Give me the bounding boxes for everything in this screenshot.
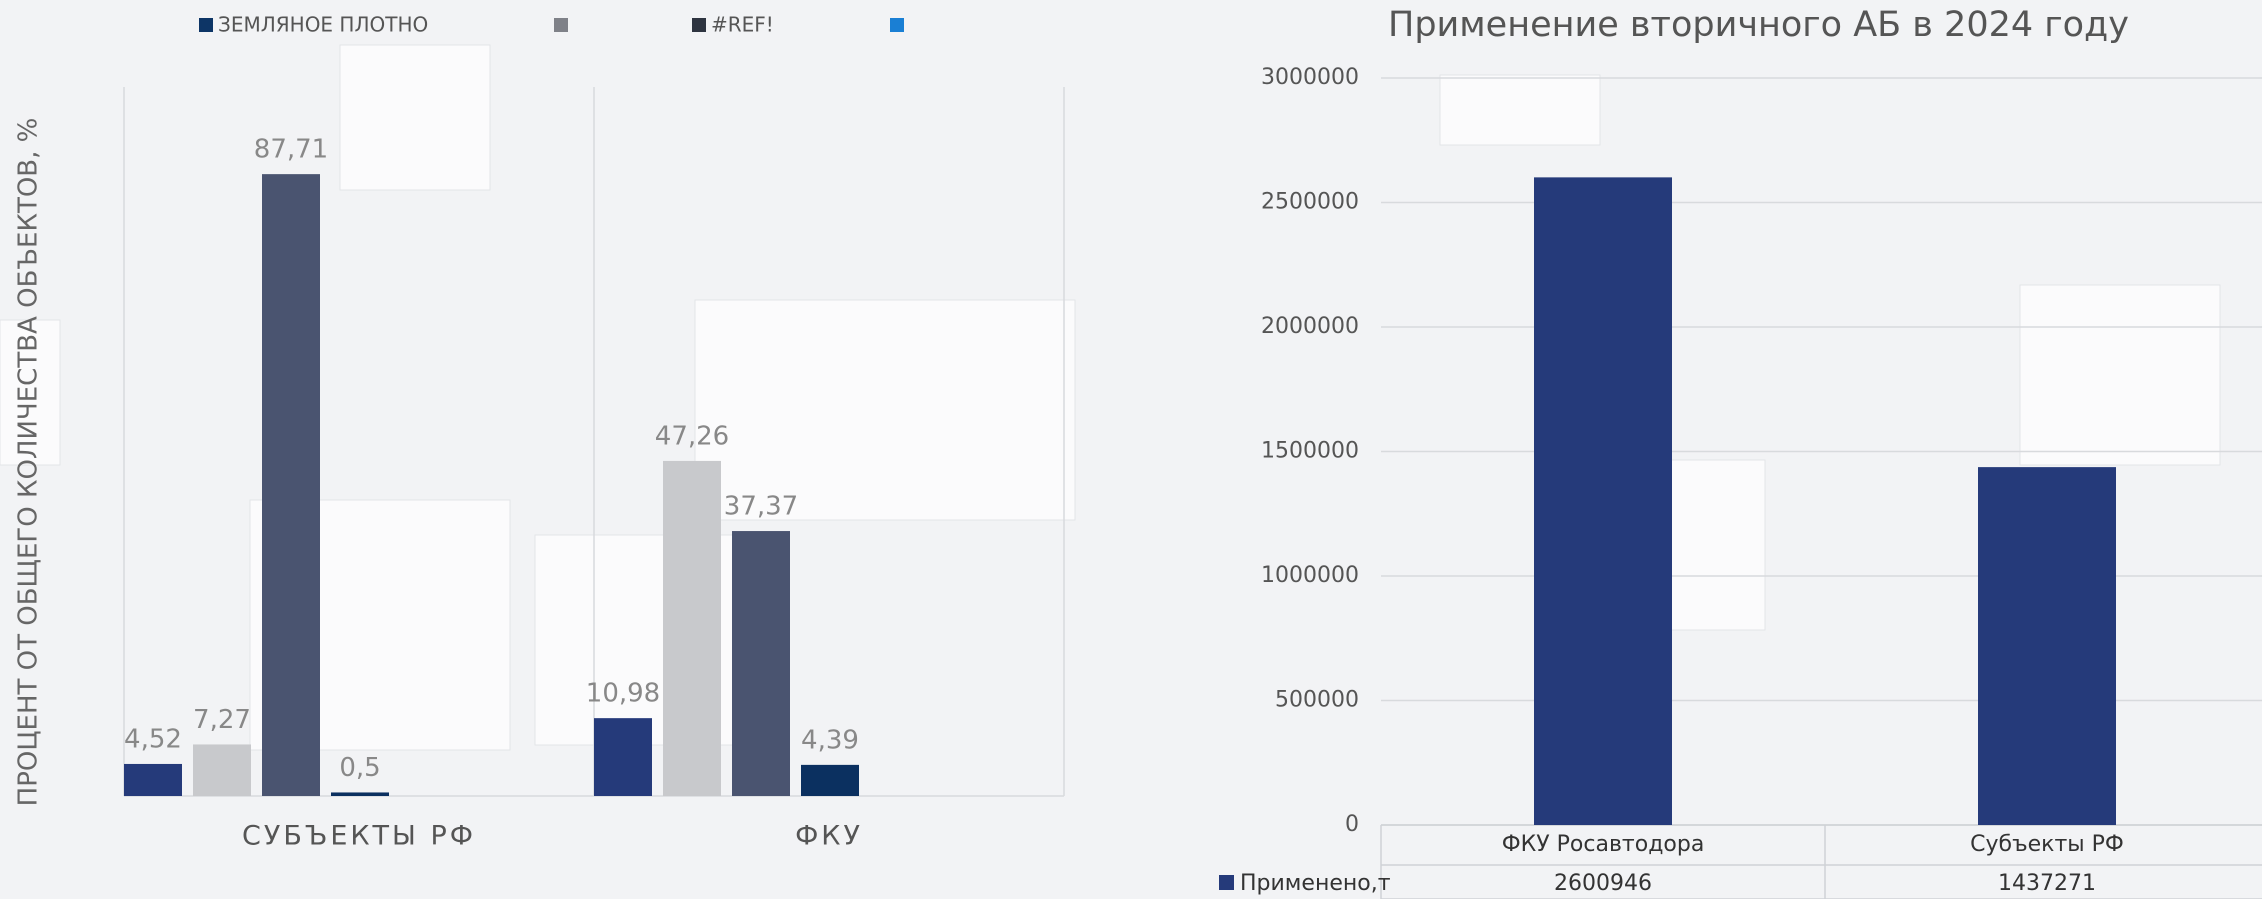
legend-label: #REF! bbox=[711, 13, 774, 37]
map-block bbox=[534, 534, 766, 746]
bar bbox=[663, 460, 721, 796]
data-label: 7,27 bbox=[193, 705, 251, 735]
table-value: 2600946 bbox=[1554, 871, 1652, 896]
map-block bbox=[694, 299, 1076, 521]
bar bbox=[1978, 467, 2116, 825]
data-label: 4,39 bbox=[801, 725, 859, 755]
y-axis-label: ПРОЦЕНТ ОТ ОБЩЕГО КОЛИЧЕСТВА ОБЪЕКТОВ, % bbox=[14, 118, 44, 807]
y-tick-label: 0 bbox=[1345, 812, 1359, 837]
bar bbox=[732, 531, 790, 796]
data-label: 4,52 bbox=[124, 724, 182, 754]
x-tick-label: СУБЪЕКТЫ РФ bbox=[242, 821, 476, 852]
chart-title: Применение вторичного АБ в 2024 году bbox=[1388, 5, 2129, 45]
data-label: 37,37 bbox=[724, 492, 798, 522]
y-tick-label: 500000 bbox=[1275, 688, 1359, 713]
data-label: 0,5 bbox=[339, 753, 380, 783]
map-block bbox=[0, 319, 61, 466]
x-tick-label: Субъекты РФ bbox=[1970, 832, 2124, 857]
y-tick-label: 2000000 bbox=[1261, 314, 1359, 339]
bar bbox=[193, 744, 251, 796]
y-tick-label: 1000000 bbox=[1261, 563, 1359, 588]
map-block bbox=[1439, 74, 1601, 146]
bar bbox=[262, 174, 320, 796]
bar bbox=[1534, 177, 1672, 825]
data-label: 47,26 bbox=[655, 421, 729, 451]
bar bbox=[124, 763, 182, 796]
x-tick-label: ФКУ Росавтодора bbox=[1502, 832, 1705, 857]
table-value: 1437271 bbox=[1998, 871, 2096, 896]
legend-label: ЗЕМЛЯНОЕ ПЛОТНО bbox=[218, 13, 428, 37]
legend-swatch bbox=[1219, 875, 1234, 890]
data-label: 10,98 bbox=[586, 679, 660, 709]
map-background bbox=[0, 44, 2221, 751]
legend-swatch bbox=[890, 18, 904, 32]
legend-swatch bbox=[199, 18, 213, 32]
legend-label: Применено,т bbox=[1240, 871, 1391, 896]
legend-swatch bbox=[692, 18, 706, 32]
bar bbox=[331, 792, 389, 796]
y-tick-label: 1500000 bbox=[1261, 439, 1359, 464]
bar bbox=[594, 718, 652, 796]
y-tick-label: 2500000 bbox=[1261, 190, 1359, 215]
map-block bbox=[339, 44, 491, 191]
legend-swatch bbox=[554, 18, 568, 32]
bar bbox=[801, 764, 859, 796]
y-tick-label: 3000000 bbox=[1261, 65, 1359, 90]
data-label: 87,71 bbox=[254, 135, 328, 165]
map-block bbox=[2019, 284, 2221, 466]
x-tick-label: ФКУ bbox=[795, 821, 863, 852]
